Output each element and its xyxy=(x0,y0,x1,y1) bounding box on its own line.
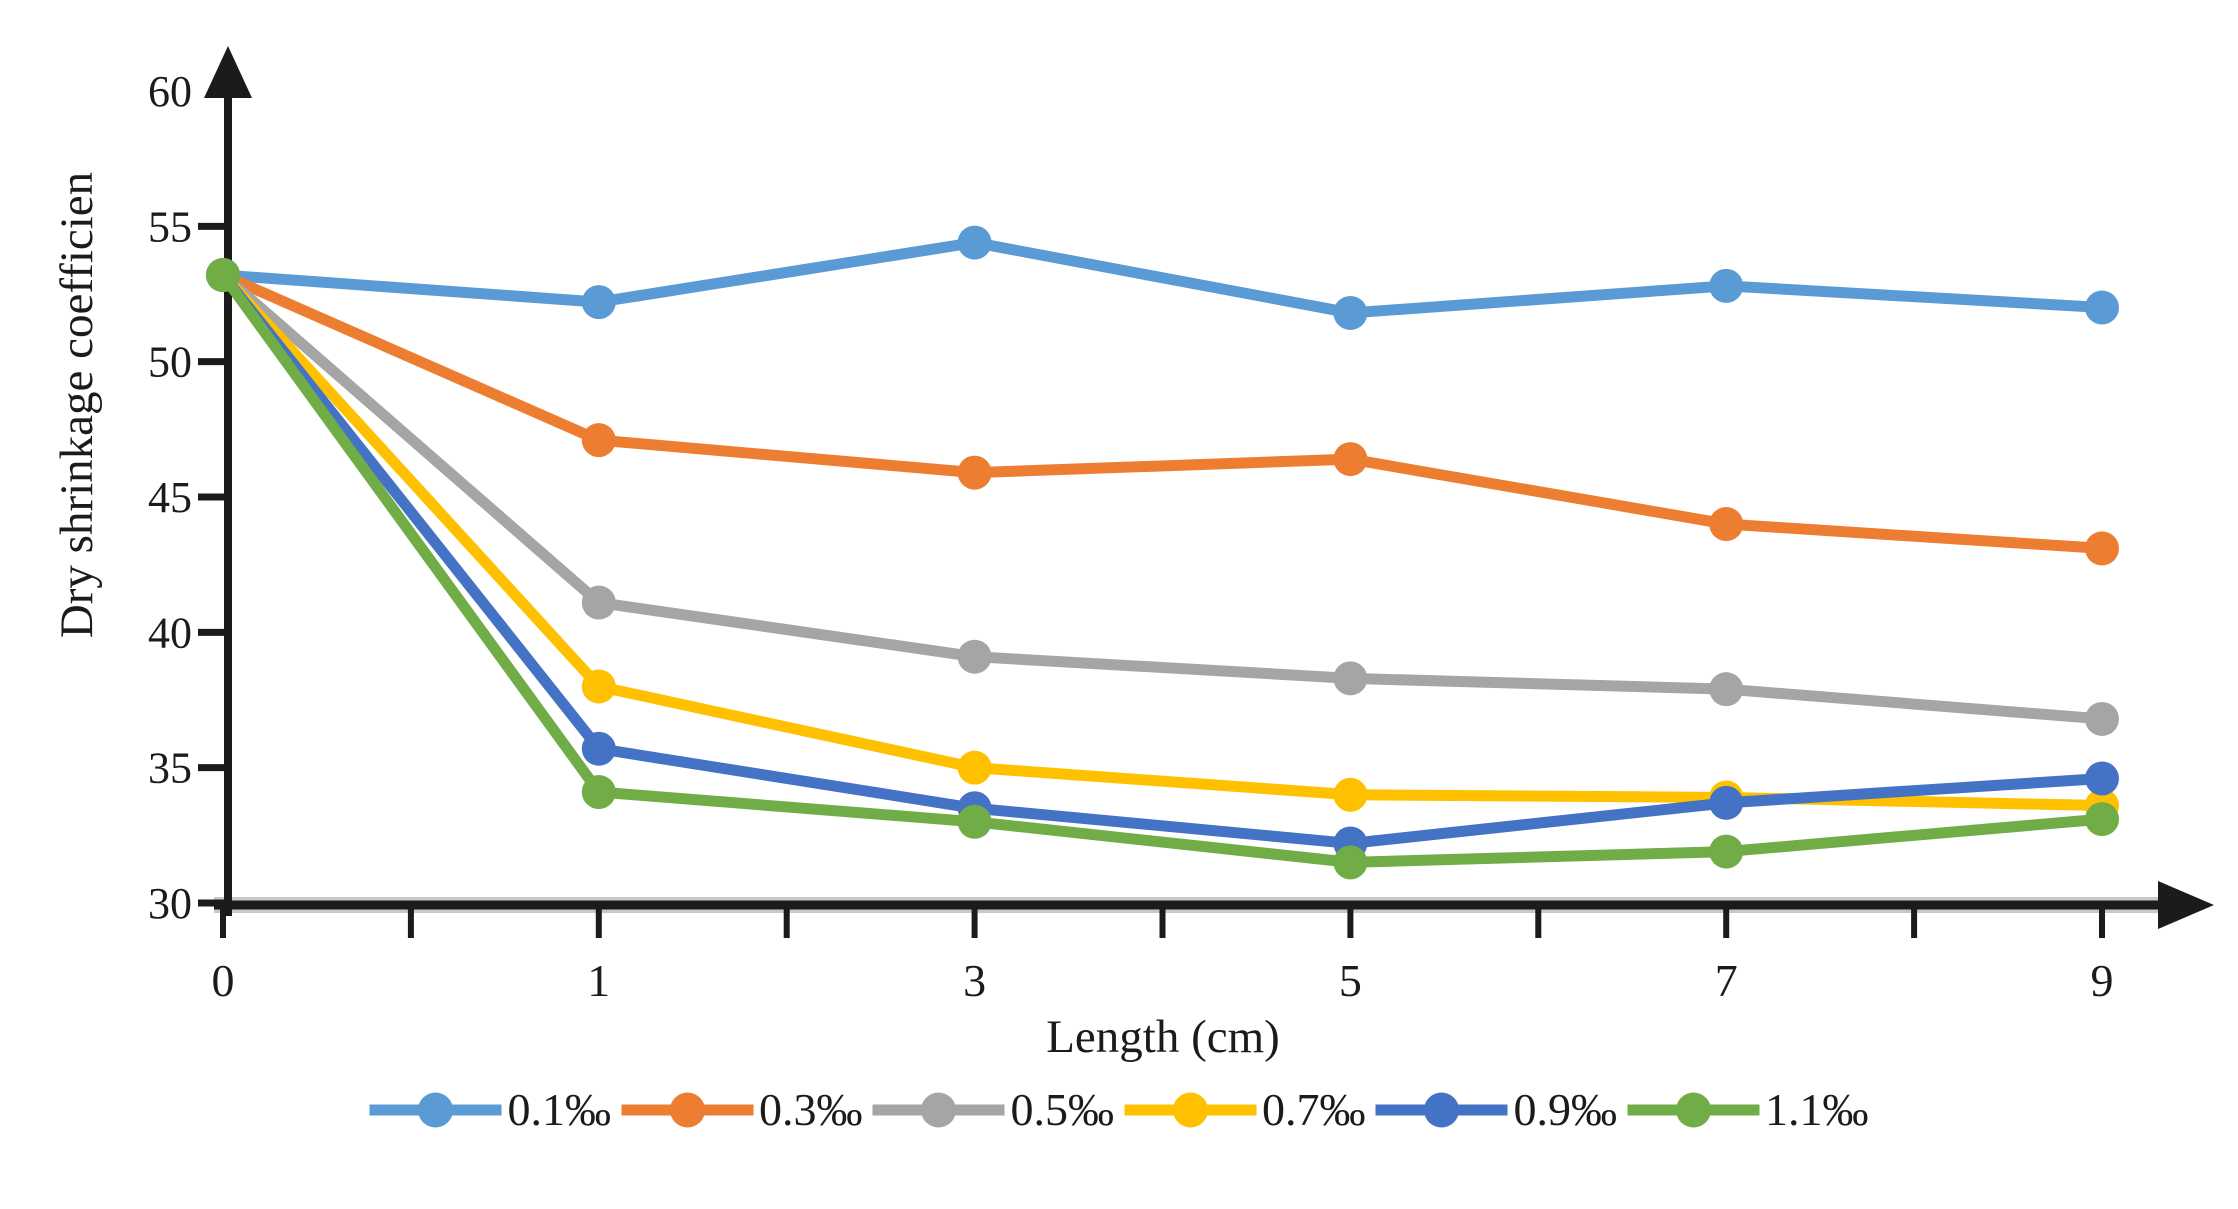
data-point-marker xyxy=(581,731,616,766)
data-point-marker xyxy=(581,775,616,810)
y-tick-label: 50 xyxy=(148,338,192,387)
data-point-marker xyxy=(2085,761,2119,796)
data-point-marker xyxy=(206,258,240,293)
x-axis-title: Length (cm) xyxy=(1046,1011,1280,1063)
legend-label: 0.7‰ xyxy=(1262,1084,1366,1135)
legend-label: 0.3‰ xyxy=(759,1084,863,1135)
data-point-marker xyxy=(2085,701,2119,736)
x-tick-label: 1 xyxy=(587,955,610,1006)
legend-item-1: 0.3‰ xyxy=(621,1086,863,1134)
series-group xyxy=(206,225,2119,880)
data-point-marker xyxy=(581,285,616,320)
data-point-marker xyxy=(1709,672,1744,707)
data-point-marker xyxy=(1333,845,1368,880)
legend-item-3: 0.7‰ xyxy=(1124,1086,1366,1134)
data-point-marker xyxy=(1709,268,1744,303)
data-point-marker xyxy=(1709,785,1744,820)
y-tick-label: 40 xyxy=(148,608,192,657)
y-tick-label: 60 xyxy=(148,67,192,116)
data-point-marker xyxy=(957,225,992,260)
x-tick-label: 9 xyxy=(2091,955,2114,1006)
y-axis-title: Dry shrinkage coefficien xyxy=(51,172,103,638)
y-tick-label: 45 xyxy=(148,473,192,522)
series-3 xyxy=(206,258,2119,823)
data-point-marker xyxy=(1709,507,1744,542)
series-0 xyxy=(206,225,2119,330)
data-point-marker xyxy=(957,639,992,674)
x-tick-label: 5 xyxy=(1339,955,1362,1006)
data-point-marker xyxy=(1333,295,1368,330)
axes xyxy=(198,46,2214,938)
series-2 xyxy=(206,258,2119,736)
series-line xyxy=(217,269,2108,849)
y-tick-label: 30 xyxy=(148,879,192,928)
data-point-marker xyxy=(957,750,992,785)
x-axis-arrow-icon xyxy=(2158,881,2214,929)
data-point-marker xyxy=(957,455,992,490)
data-point-marker xyxy=(1709,834,1744,869)
legend-marker-icon xyxy=(621,1092,753,1128)
y-axis-arrow-icon xyxy=(204,46,252,98)
series-line xyxy=(217,237,2108,319)
data-point-marker xyxy=(1333,442,1368,477)
series-line xyxy=(217,269,2108,812)
series-line xyxy=(217,269,2108,725)
data-point-marker xyxy=(2085,531,2119,566)
data-point-marker xyxy=(581,423,616,458)
data-point-marker xyxy=(1333,661,1368,696)
data-point-marker xyxy=(581,669,616,704)
legend-item-5: 1.1‰ xyxy=(1627,1086,1869,1134)
series-5 xyxy=(206,258,2119,880)
y-tick-label: 35 xyxy=(148,744,192,793)
legend-label: 0.1‰ xyxy=(507,1084,612,1135)
x-tick-label: 0 xyxy=(212,955,235,1006)
legend: 0.1‰ 0.3‰ 0.5‰ 0.7‰ 0.9‰ 1.1‰ xyxy=(369,1084,1869,1135)
x-tick-label: 7 xyxy=(1715,955,1738,1006)
data-point-marker xyxy=(2085,290,2119,325)
legend-label: 0.5‰ xyxy=(1010,1084,1115,1135)
x-tick-label: 3 xyxy=(963,955,986,1006)
legend-marker-icon xyxy=(1124,1092,1256,1128)
legend-marker-icon xyxy=(369,1092,502,1128)
legend-item-4: 0.9‰ xyxy=(1375,1084,1618,1135)
legend-label: 0.9‰ xyxy=(1513,1084,1618,1135)
legend-marker-icon xyxy=(1627,1092,1759,1128)
data-point-marker xyxy=(2085,802,2119,837)
legend-marker-icon xyxy=(872,1092,1005,1128)
y-tick-label: 55 xyxy=(148,202,192,251)
series-line xyxy=(217,269,2108,868)
legend-marker-icon xyxy=(1375,1092,1508,1128)
data-point-marker xyxy=(1333,777,1368,812)
x-tick-labels: 0 1 3 5 7 9 xyxy=(212,955,2114,1006)
series-4 xyxy=(206,258,2119,861)
legend-item-0: 0.1‰ xyxy=(369,1084,612,1135)
data-point-marker xyxy=(957,804,992,839)
legend-item-2: 0.5‰ xyxy=(872,1084,1115,1135)
legend-label: 1.1‰ xyxy=(1765,1084,1869,1135)
series-line xyxy=(217,269,2108,554)
data-point-marker xyxy=(581,585,616,620)
y-tick-labels: 30 35 40 45 50 55 60 xyxy=(148,67,192,928)
series-1 xyxy=(206,258,2119,566)
